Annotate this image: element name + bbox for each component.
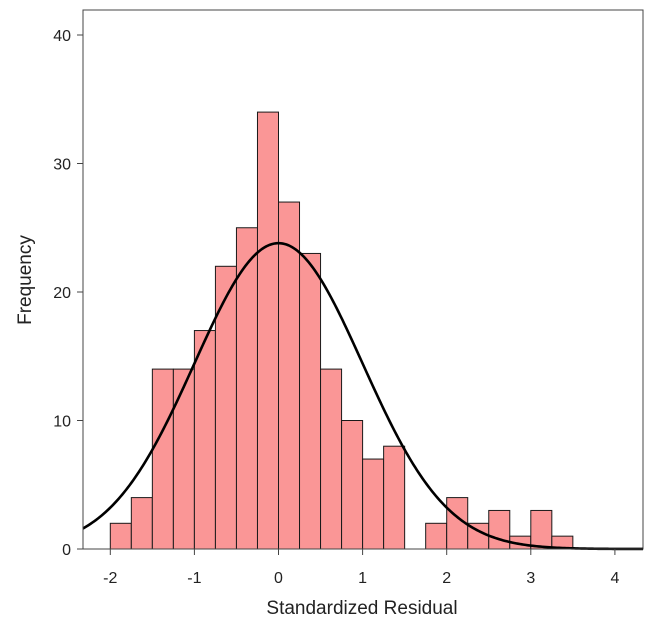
x-axis-title: Standardized Residual — [266, 598, 457, 619]
histogram-bar — [362, 458, 385, 550]
y-tick-label: 0 — [62, 542, 71, 559]
histogram-bar — [256, 111, 280, 550]
histogram-bar — [383, 445, 406, 550]
histogram-bar — [320, 368, 343, 550]
histogram-bar — [172, 368, 195, 550]
histogram-bar — [341, 420, 364, 550]
histogram-bar — [488, 509, 511, 550]
histogram-bars — [109, 111, 574, 550]
histogram-bar — [151, 368, 174, 550]
histogram-bar — [425, 522, 448, 550]
y-tick-label: 20 — [53, 285, 71, 302]
x-tick-label: -2 — [103, 570, 117, 587]
x-tick-label: 1 — [358, 570, 367, 587]
x-tick-label: 2 — [442, 570, 451, 587]
histogram-bar — [193, 330, 216, 550]
histogram-bar — [214, 265, 237, 550]
x-tick-label: 4 — [610, 570, 619, 587]
histogram-bar — [130, 497, 153, 550]
histogram-bar — [109, 522, 132, 550]
x-tick-label: 0 — [274, 570, 283, 587]
histogram-bar — [299, 252, 322, 550]
y-axis-title: Frequency — [15, 235, 36, 325]
histogram-bar — [278, 201, 301, 550]
y-tick-label: 40 — [53, 28, 71, 45]
x-axis-ticks: -2 -1 0 1 2 3 4 — [103, 549, 619, 587]
y-axis-ticks: 0 10 20 30 40 — [53, 28, 83, 559]
x-tick-label: -1 — [187, 570, 201, 587]
histogram-bar — [530, 509, 553, 550]
y-tick-label: 10 — [53, 414, 71, 431]
y-tick-label: 30 — [53, 157, 71, 174]
normal-distribution-curve — [82, 241, 643, 551]
x-tick-label: 3 — [526, 570, 535, 587]
